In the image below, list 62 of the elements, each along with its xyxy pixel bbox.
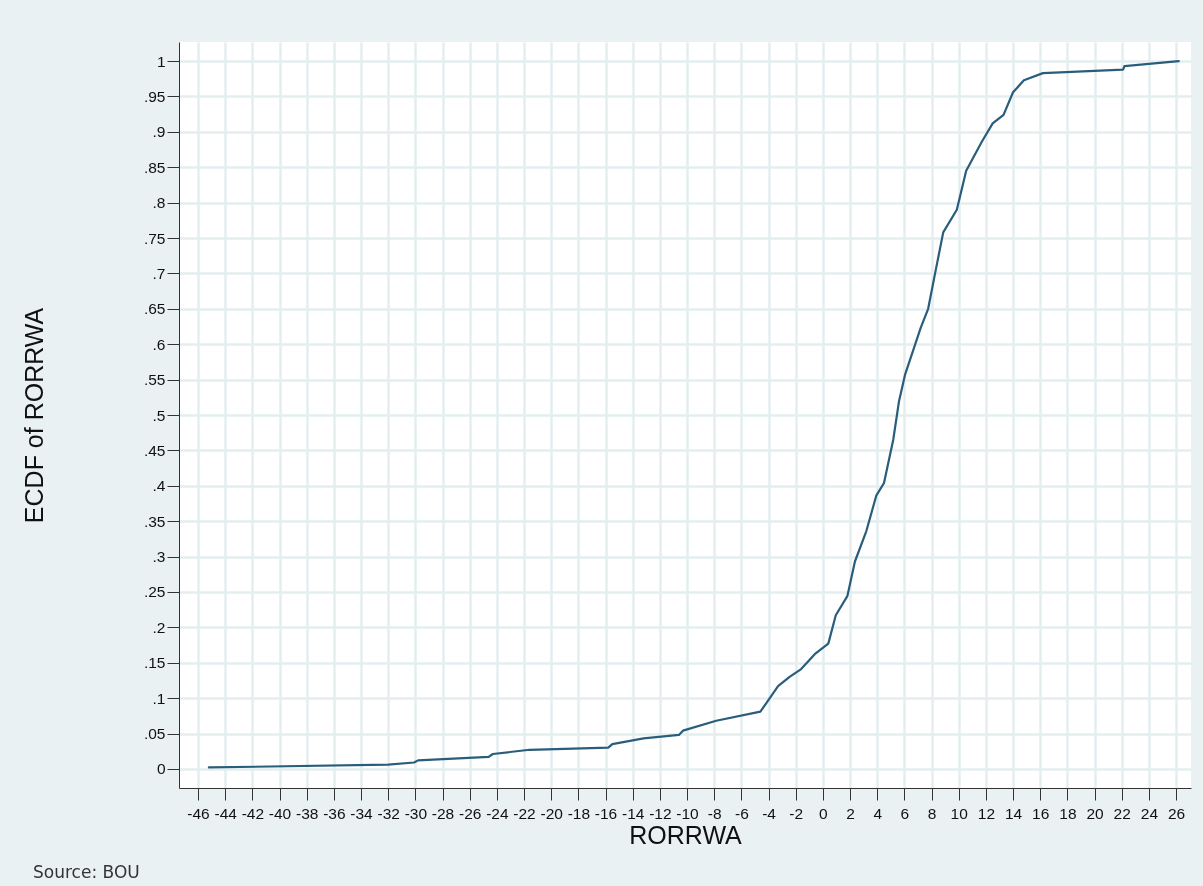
x-tick-label: -36 [323,804,346,822]
x-tick-label: 0 [819,804,829,822]
x-tick-label: -20 [540,804,564,822]
y-tick-label: .7 [152,264,166,282]
source-note: Source: BOU [33,862,140,882]
x-tick-label: -4 [762,804,777,822]
y-tick-label: .05 [143,725,166,742]
x-axis-title: RORRWA [629,821,743,849]
y-tick-label: .8 [152,194,166,212]
x-tick-label: 24 [1140,804,1159,822]
y-tick-label: .2 [152,618,166,636]
x-tick-label: -18 [567,804,591,822]
x-tick-label: -42 [241,804,265,822]
x-tick-label: -30 [404,804,428,822]
y-tick-label: .6 [152,335,166,353]
x-tick-label: 8 [927,804,937,822]
x-tick-label: -44 [214,804,238,822]
x-tick-label: 4 [873,804,883,822]
x-tick-label: -38 [295,804,319,822]
x-tick-label: -32 [377,804,400,822]
x-tick-label: -10 [676,804,700,822]
y-tick-label: .85 [143,158,166,176]
y-tick-label: .5 [152,406,166,424]
x-tick-label: 14 [1004,804,1023,822]
x-tick-label: 16 [1032,804,1050,822]
y-tick-label: .55 [143,371,166,389]
y-tick-label: 0 [156,760,166,778]
x-tick-label: -12 [649,804,672,822]
x-tick-label: -6 [734,804,749,822]
x-tick-label: 18 [1059,804,1077,822]
x-tick-label: -8 [707,804,722,822]
y-axis-title: ECDF of RORRWA [19,307,48,524]
y-tick-label: .25 [143,583,166,601]
y-tick-label: 1 [156,52,166,70]
x-tick-label: -34 [350,804,374,822]
x-tick-label: -28 [431,804,455,822]
y-tick-label: .15 [143,654,166,672]
x-tick-label: 10 [950,804,969,822]
x-tick-label: -16 [594,804,618,822]
y-tick-label: .95 [143,88,166,105]
y-tick-label: .1 [152,689,166,707]
y-tick-label: .65 [143,300,166,318]
y-tick-label: .4 [152,477,166,495]
x-tick-label: -22 [513,804,536,822]
x-tick-label: 6 [900,804,910,822]
x-tick-label: -14 [622,804,645,822]
x-tick-label: -26 [458,804,482,822]
y-tick-label: .45 [143,441,166,459]
y-tick-label: .3 [152,548,166,566]
y-tick-label: .75 [143,229,166,247]
x-tick-label: -24 [486,804,509,822]
x-tick-label: 26 [1167,804,1186,822]
x-tick-label: 20 [1086,804,1105,822]
y-tick-label: .9 [152,123,166,141]
x-tick-label: -40 [268,804,292,822]
x-tick-label: -2 [789,804,804,822]
x-tick-label: 2 [846,804,855,822]
x-tick-label: 12 [977,804,996,822]
y-tick-label: .35 [143,512,166,530]
x-tick-label: -46 [187,804,210,822]
line-series [207,60,1180,769]
x-tick-label: 22 [1113,804,1131,822]
